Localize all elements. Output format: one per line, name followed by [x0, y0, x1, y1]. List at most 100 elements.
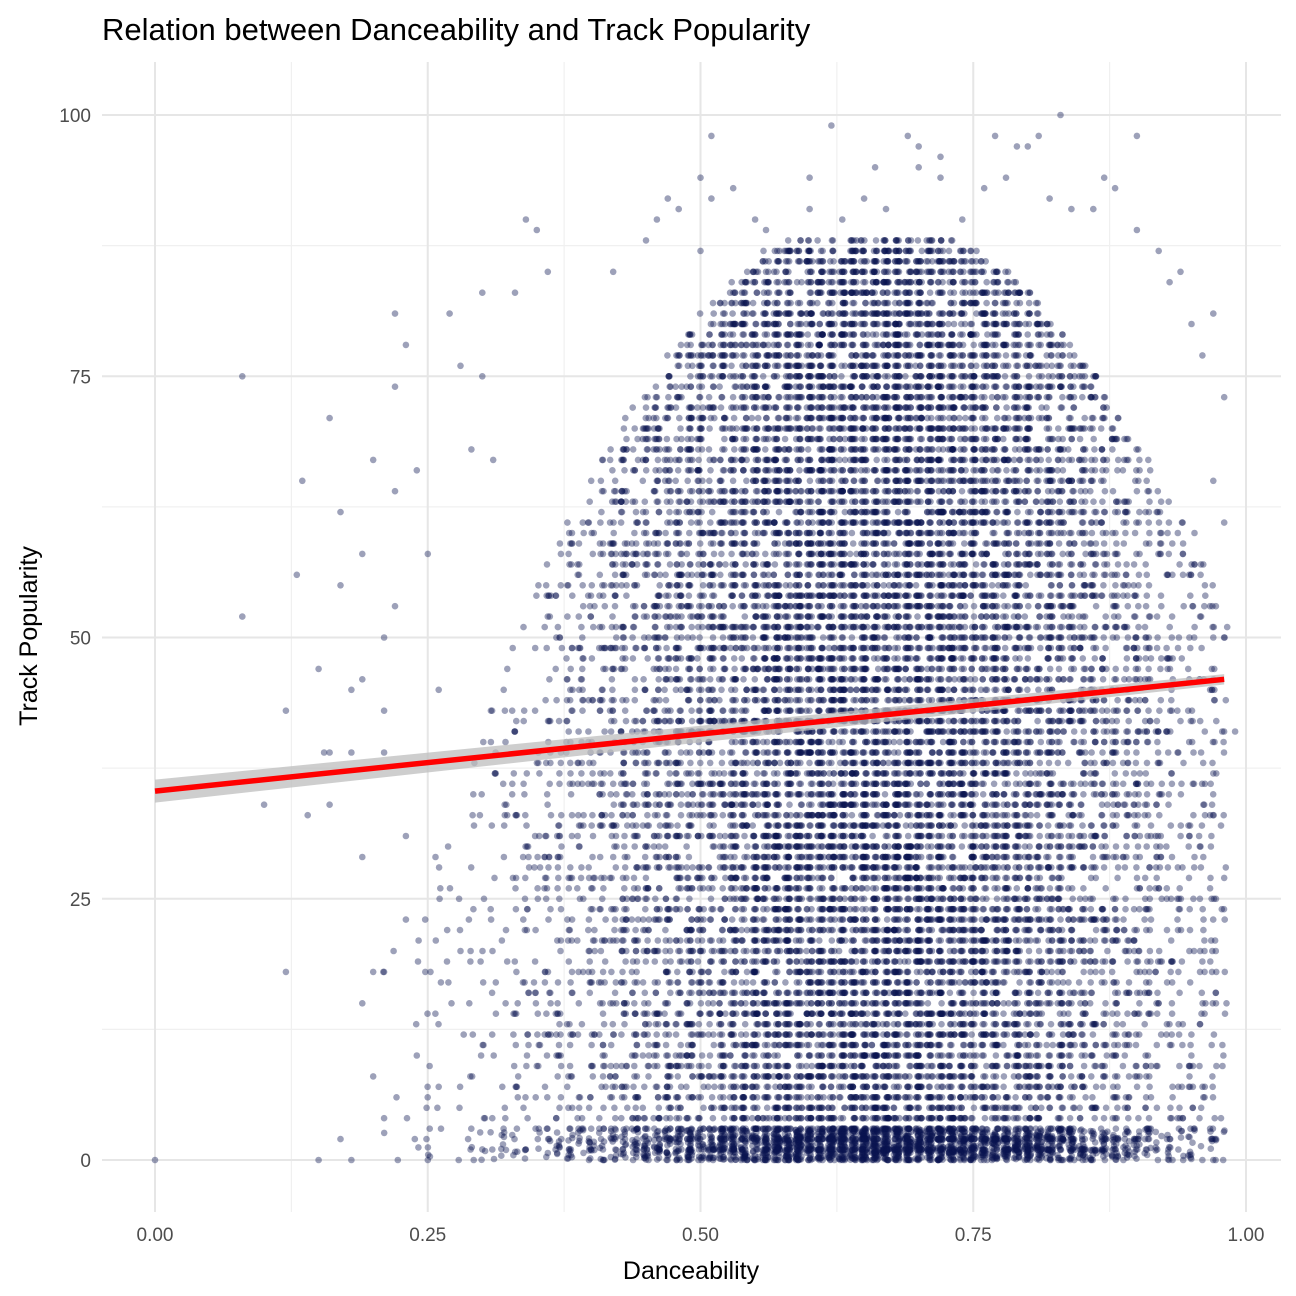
data-point — [684, 634, 692, 641]
data-point — [1037, 383, 1045, 391]
data-point — [542, 895, 550, 903]
data-point — [695, 905, 703, 913]
data-point — [564, 519, 571, 526]
data-point — [534, 1010, 542, 1017]
data-point — [552, 665, 559, 673]
data-point — [729, 477, 737, 485]
data-point — [558, 644, 566, 652]
data-point — [456, 1083, 464, 1091]
data-point — [925, 853, 933, 861]
data-point — [1005, 571, 1013, 579]
data-point — [881, 979, 888, 986]
data-point — [1055, 540, 1063, 547]
data-point — [1033, 1052, 1040, 1059]
data-point — [1080, 968, 1087, 976]
data-point — [580, 822, 587, 829]
data-point — [1114, 801, 1122, 808]
data-point — [1088, 1073, 1095, 1080]
data-point — [794, 320, 801, 328]
data-point — [686, 1135, 694, 1143]
data-point — [961, 540, 968, 547]
data-point — [1141, 811, 1148, 819]
data-point — [739, 373, 747, 380]
data-point — [950, 299, 958, 307]
data-point — [946, 738, 953, 746]
data-point — [828, 268, 835, 276]
data-point — [945, 1135, 953, 1143]
data-point — [1014, 508, 1021, 516]
data-point — [1145, 456, 1152, 464]
data-point — [816, 320, 823, 328]
data-point — [893, 791, 901, 798]
data-point — [750, 1073, 758, 1080]
data-point — [467, 864, 475, 871]
data-point — [1114, 874, 1121, 882]
data-point — [948, 801, 956, 808]
data-point — [727, 780, 735, 788]
data-point — [590, 623, 597, 631]
data-point — [750, 1104, 757, 1112]
data-point — [1168, 1114, 1175, 1122]
data-point — [666, 561, 674, 568]
data-point — [874, 477, 882, 485]
data-point — [1015, 1104, 1022, 1112]
data-point — [1165, 550, 1173, 558]
data-point — [732, 968, 740, 976]
data-point — [1059, 393, 1066, 401]
data-point — [862, 822, 869, 829]
data-point — [633, 717, 640, 725]
data-point — [1142, 770, 1150, 777]
data-point — [1147, 822, 1155, 829]
data-point — [479, 947, 486, 955]
data-point — [906, 979, 913, 986]
data-point — [960, 665, 968, 673]
data-point — [1036, 791, 1043, 798]
data-point — [1197, 571, 1204, 579]
data-point — [1099, 1083, 1107, 1091]
data-point — [1188, 1052, 1195, 1059]
data-point — [749, 299, 757, 307]
data-point — [613, 634, 620, 641]
data-point — [860, 561, 868, 568]
data-point — [1057, 644, 1065, 652]
data-point — [771, 561, 779, 568]
data-point — [1055, 425, 1062, 432]
data-point — [619, 571, 626, 579]
data-point — [1143, 571, 1151, 579]
data-point — [480, 738, 487, 746]
data-point — [1011, 1020, 1018, 1028]
data-point — [884, 1114, 892, 1122]
data-point — [685, 592, 693, 599]
data-point — [597, 477, 605, 485]
data-point — [1013, 1052, 1020, 1059]
data-point — [1060, 613, 1067, 620]
data-point — [1024, 655, 1032, 662]
data-point — [731, 937, 739, 944]
data-point — [1057, 341, 1065, 349]
data-point — [1080, 791, 1087, 798]
data-point — [685, 665, 692, 673]
data-point — [1158, 529, 1165, 537]
data-point — [585, 1104, 593, 1112]
data-point — [906, 676, 914, 683]
data-point — [1087, 905, 1095, 913]
data-point — [903, 299, 910, 307]
data-point — [1153, 843, 1160, 850]
data-point — [883, 916, 891, 923]
data-point — [772, 968, 779, 976]
data-point — [465, 916, 473, 923]
data-point — [958, 665, 965, 673]
data-point — [783, 1031, 791, 1038]
data-point — [740, 644, 747, 652]
data-point — [935, 320, 942, 328]
data-point — [623, 540, 631, 547]
data-point — [948, 1127, 956, 1134]
data-point — [934, 425, 941, 432]
data-point — [796, 1150, 803, 1158]
data-point — [641, 853, 649, 861]
data-point — [1010, 467, 1017, 474]
data-point — [859, 916, 867, 923]
data-point — [1056, 885, 1063, 892]
data-point — [584, 780, 592, 788]
